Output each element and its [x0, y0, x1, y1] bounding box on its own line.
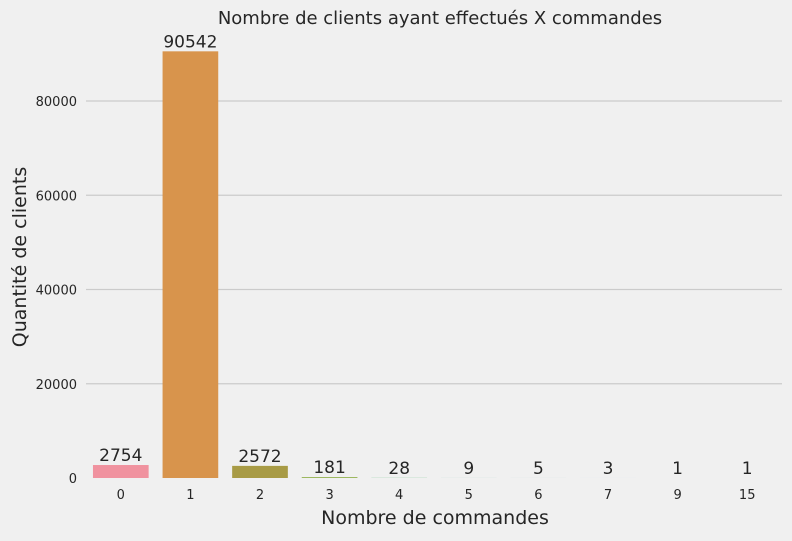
y-tick-label: 80000 — [36, 95, 77, 110]
data-label-5: 9 — [463, 459, 474, 479]
y-tick-label: 20000 — [36, 378, 77, 393]
x-tick-label: 0 — [117, 488, 125, 503]
data-label-15: 1 — [742, 459, 753, 479]
y-tick-label: 60000 — [36, 189, 77, 204]
data-label-4: 28 — [388, 459, 410, 479]
x-tick-label: 3 — [325, 488, 333, 503]
y-tick-label: 40000 — [36, 284, 77, 299]
bar-2 — [232, 466, 288, 478]
data-label-1: 90542 — [163, 32, 217, 52]
data-label-9: 1 — [672, 459, 683, 479]
bar-0 — [93, 465, 149, 478]
data-label-3: 181 — [313, 458, 345, 478]
x-tick-label: 9 — [673, 488, 681, 503]
bars — [93, 51, 775, 478]
y-tick-label: 0 — [69, 472, 77, 487]
x-tick-label: 15 — [739, 488, 756, 503]
x-tick-label: 2 — [256, 488, 264, 503]
chart-title: Nombre de clients ayant effectués X comm… — [218, 8, 662, 29]
data-label-2: 2572 — [238, 447, 281, 467]
x-tick-label: 4 — [395, 488, 403, 503]
data-label-0: 2754 — [99, 446, 142, 466]
data-label-7: 3 — [603, 459, 614, 479]
data-label-6: 5 — [533, 459, 544, 479]
x-axis-label: Nombre de commandes — [321, 507, 549, 529]
x-tick-label: 1 — [186, 488, 194, 503]
y-tick-labels: 0 20000 40000 60000 80000 — [36, 95, 77, 487]
y-axis-label: Quantité de clients — [9, 167, 31, 347]
x-tick-label: 7 — [604, 488, 612, 503]
bar-1 — [163, 51, 219, 478]
x-tick-label: 6 — [534, 488, 542, 503]
x-tick-labels: 0 1 2 3 4 5 6 7 9 15 — [117, 488, 756, 503]
x-tick-label: 5 — [465, 488, 473, 503]
